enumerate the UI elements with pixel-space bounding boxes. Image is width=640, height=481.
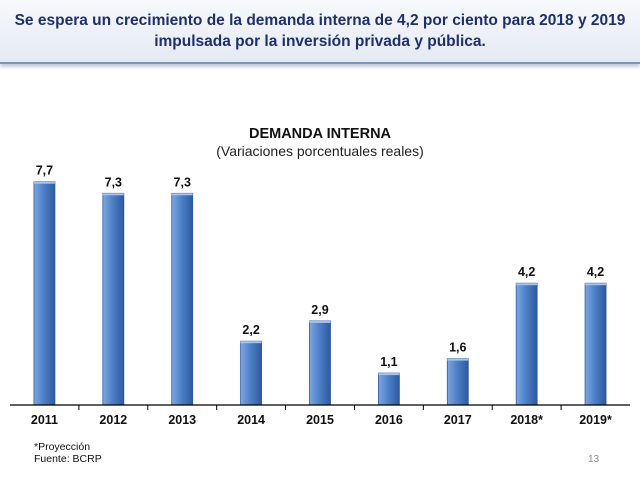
value-label: 7,7 <box>36 164 53 178</box>
bar-series <box>33 181 607 406</box>
footnote-projection: *Proyección <box>34 441 91 453</box>
x-tick-label: 2015 <box>306 413 334 427</box>
x-tick-label: 2011 <box>31 413 58 427</box>
value-label: 2,9 <box>311 303 328 317</box>
bar-top-highlight <box>447 358 469 361</box>
value-label: 7,3 <box>174 175 191 189</box>
value-label: 2,2 <box>242 323 259 337</box>
x-tick-label: 2013 <box>168 413 196 427</box>
footnote-source: Fuente: BCRP <box>34 453 102 465</box>
chart-subtitle: (Variaciones porcentuales reales) <box>216 143 424 159</box>
bar-2017 <box>446 358 469 406</box>
slide-title-line-1: Se espera un crecimiento de la demanda i… <box>14 12 626 29</box>
bar-2014 <box>240 340 263 406</box>
bar-2016 <box>377 372 400 406</box>
bar-top-highlight <box>171 193 193 196</box>
x-tick-label: 2016 <box>375 413 403 427</box>
value-label: 4,2 <box>518 265 535 279</box>
bar-top-highlight <box>378 373 400 376</box>
footnote: *Proyección Fuente: BCRP <box>34 441 102 465</box>
bar-2013 <box>171 192 194 406</box>
slide-title: Se espera un crecimiento de la demanda i… <box>10 10 630 52</box>
x-tick-label: 2012 <box>99 413 127 427</box>
bar-2011 <box>33 181 56 406</box>
value-label: 1,1 <box>380 355 397 369</box>
value-label: 1,6 <box>449 341 466 355</box>
bar-top-highlight <box>33 181 55 184</box>
bar-top-highlight <box>585 283 607 286</box>
bar-2012 <box>102 192 125 406</box>
bar-top-highlight <box>309 320 331 323</box>
value-label: 7,3 <box>105 175 122 189</box>
bar-2018 <box>515 282 538 406</box>
page-number: 13 <box>588 454 600 465</box>
x-axis: 2011 2012 2013 2014 2015 2016 2017 2018* 2019* <box>10 404 630 427</box>
x-tick-label: 2014 <box>237 413 265 427</box>
bar-top-highlight <box>240 341 262 344</box>
bar-top-highlight <box>102 193 124 196</box>
x-tick-label: 2017 <box>444 413 472 427</box>
bar-2019 <box>584 282 607 406</box>
x-tick-label: 2019* <box>579 413 612 427</box>
bar-top-highlight <box>516 283 538 286</box>
slide-header: Se espera un crecimiento de la demanda i… <box>0 0 640 64</box>
value-label: 4,2 <box>587 265 604 279</box>
chart-title: DEMANDA INTERNA <box>248 126 392 142</box>
bar-2015 <box>309 320 331 406</box>
slide-title-line-2: impulsada por la inversión privada y púb… <box>154 33 486 50</box>
data-labels: 7,7 7,3 7,3 2,2 2,9 1,1 1,6 4,2 4,2 <box>36 164 605 369</box>
x-tick-label: 2018* <box>510 413 543 427</box>
